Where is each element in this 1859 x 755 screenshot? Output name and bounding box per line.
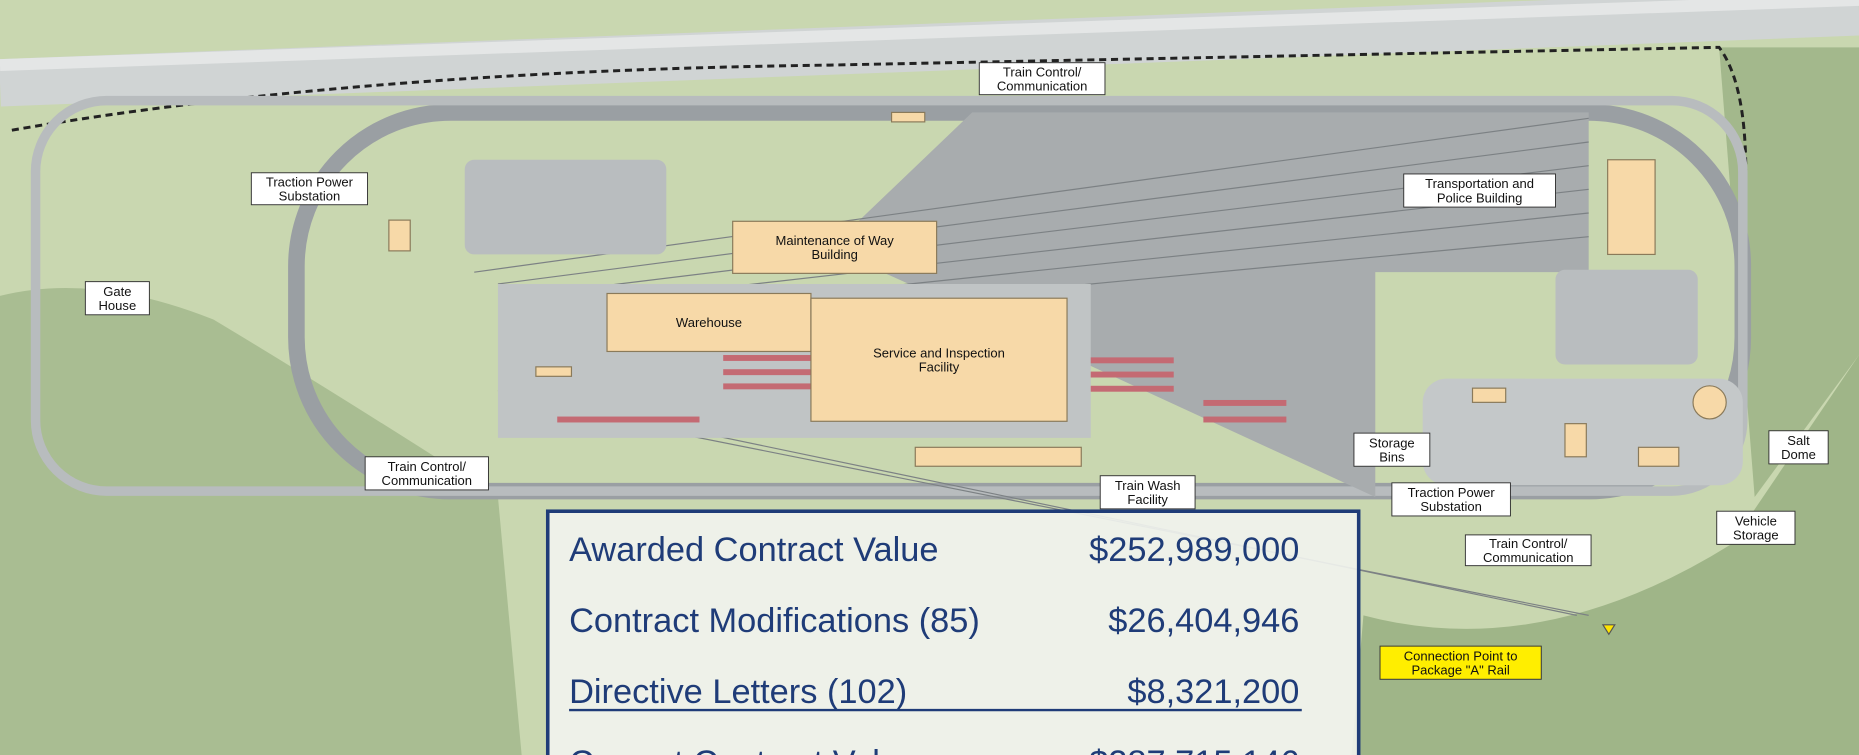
label-text: Storage	[1369, 435, 1415, 450]
label-text: Salt	[1787, 433, 1810, 448]
parking	[1555, 269, 1698, 365]
label-text: Building	[811, 247, 857, 262]
salt-dome	[1692, 385, 1727, 420]
table-rows: Awarded Contract Value $252,989,000 Contra…	[569, 531, 1302, 755]
label-text: Package "A" Rail	[1411, 663, 1509, 678]
row-label: Contract Modifications (85)	[569, 602, 980, 640]
label-text: Dome	[1781, 447, 1816, 462]
label-box	[1716, 510, 1796, 545]
label-text: Bins	[1379, 450, 1405, 465]
railcars	[557, 355, 1287, 423]
label-text: Traction Power	[1408, 485, 1496, 500]
label-box	[1768, 430, 1829, 465]
label-text: Train Control/	[1003, 64, 1082, 79]
row-value: $26,404,946	[1108, 602, 1299, 640]
label-text: Transportation and	[1425, 176, 1534, 191]
labels: Train Control/Communication Traction Powe…	[84, 62, 1829, 680]
forest	[0, 287, 522, 755]
label-text: Police Building	[1437, 190, 1522, 205]
row-value: $8,321,200	[1127, 673, 1299, 711]
label-text: Traction Power	[266, 174, 354, 189]
forest	[1719, 47, 1859, 498]
parking	[464, 159, 667, 255]
label-text: Vehicle	[1735, 513, 1777, 528]
label-box	[1403, 173, 1556, 208]
label-box	[250, 172, 369, 206]
label-text: Gate	[103, 284, 131, 299]
label-box	[978, 62, 1106, 96]
label-text: Substation	[279, 189, 341, 204]
label-box	[1099, 475, 1196, 510]
loop-road	[30, 95, 1748, 496]
connection-marker	[1601, 624, 1616, 636]
yard	[829, 112, 1589, 498]
label-box	[1379, 645, 1542, 680]
label-text: Communication	[997, 79, 1088, 94]
label-text: Communication	[1483, 550, 1574, 565]
label-text: Maintenance of Way	[776, 233, 895, 248]
highway	[0, 0, 1859, 107]
label-text: Warehouse	[676, 315, 742, 330]
row-label: Directive Letters (102)	[569, 673, 907, 711]
label-text: Connection Point to	[1404, 648, 1518, 663]
label-box	[1391, 482, 1511, 517]
label-box	[1353, 432, 1431, 467]
label-text: Train Wash	[1115, 478, 1181, 493]
label-box	[364, 456, 489, 491]
label-text: Storage	[1733, 528, 1779, 543]
contract-table	[545, 509, 1361, 755]
buildings	[388, 111, 1680, 467]
label-text: Communication	[382, 473, 473, 488]
label-text: Facility	[919, 360, 960, 375]
label-text: House	[99, 298, 137, 313]
row-label: Current Contract Value	[569, 744, 918, 755]
row-label: Awarded Contract Value	[569, 531, 938, 569]
highway	[0, 0, 1859, 71]
label-text: Train Control/	[1489, 536, 1568, 551]
label-text: Service and Inspection	[873, 345, 1005, 360]
label-text: Train Control/	[388, 459, 467, 474]
label-text: Substation	[1420, 499, 1482, 514]
row-value: $252,989,000	[1089, 531, 1299, 569]
label-text: Facility	[1127, 492, 1168, 507]
label-box	[1464, 534, 1592, 567]
label-box	[84, 281, 150, 316]
row-value: $287,715,146	[1089, 744, 1299, 755]
